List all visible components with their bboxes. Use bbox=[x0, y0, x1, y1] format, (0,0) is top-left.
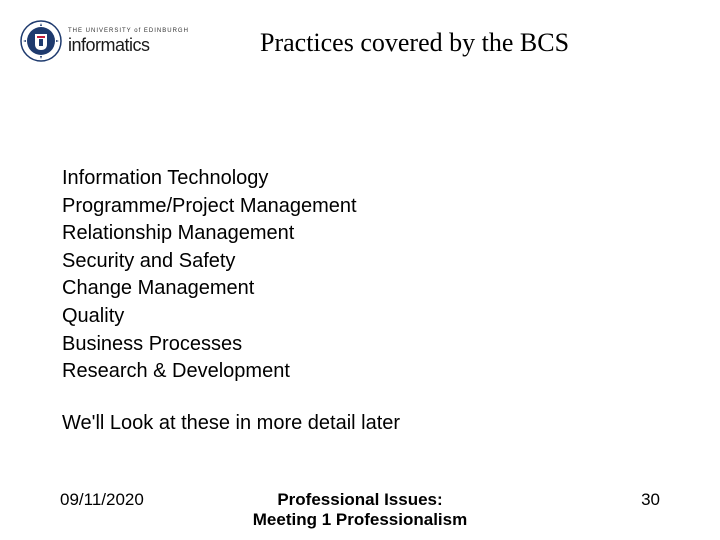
list-item: Research & Development bbox=[62, 358, 357, 386]
logo-text-block: THE UNIVERSITY of EDINBURGH informatics bbox=[68, 28, 189, 54]
practices-list: Information Technology Programme/Project… bbox=[62, 165, 357, 386]
footer-page-number: 30 bbox=[540, 490, 660, 510]
logo-department-name: informatics bbox=[68, 36, 189, 54]
list-item: Relationship Management bbox=[62, 220, 357, 248]
list-item: Security and Safety bbox=[62, 248, 357, 276]
logo-university-name: THE UNIVERSITY of EDINBURGH bbox=[68, 28, 189, 34]
list-item: Information Technology bbox=[62, 165, 357, 193]
list-item: Change Management bbox=[62, 275, 357, 303]
footer-title-line2: Meeting 1 Professionalism bbox=[180, 510, 540, 530]
slide-title: Practices covered by the BCS bbox=[260, 28, 569, 58]
logo-area: THE UNIVERSITY of EDINBURGH informatics bbox=[20, 20, 189, 62]
footer-date: 09/11/2020 bbox=[60, 490, 180, 510]
footer-title: Professional Issues: Meeting 1 Professio… bbox=[180, 490, 540, 530]
followup-text: We'll Look at these in more detail later bbox=[62, 412, 400, 435]
university-crest-icon bbox=[20, 20, 62, 62]
list-item: Programme/Project Management bbox=[62, 193, 357, 221]
footer-title-line1: Professional Issues: bbox=[180, 490, 540, 510]
list-item: Quality bbox=[62, 303, 357, 331]
slide-footer: 09/11/2020 Professional Issues: Meeting … bbox=[0, 490, 720, 530]
list-item: Business Processes bbox=[62, 331, 357, 359]
